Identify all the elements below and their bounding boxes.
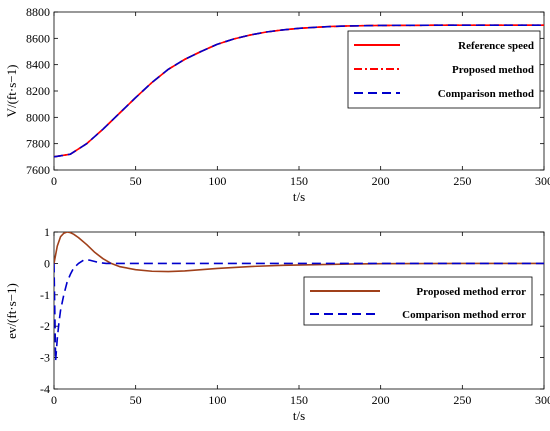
y-tick-label: 8200 bbox=[26, 84, 50, 98]
series-line-3 bbox=[54, 24, 544, 158]
x-tick-label: 300 bbox=[535, 174, 550, 188]
chart-panel-1: 0 50 100 150 200 250 300 7600 7800 8000 8200 8400 86… bbox=[4, 5, 550, 204]
y-axis-label: ev/(ft·s−1) bbox=[4, 283, 19, 339]
x-tick-label: 0 bbox=[51, 393, 57, 407]
x-tick-label: 250 bbox=[453, 174, 471, 188]
x-tick-label: 300 bbox=[535, 393, 550, 407]
series-group bbox=[54, 24, 544, 158]
legend: Reference speed Proposed method Comparison… bbox=[347, 30, 541, 109]
legend-label-3: Comparison method bbox=[438, 88, 534, 100]
legend-label-2: Comparison method error bbox=[402, 309, 526, 321]
x-tick-label: 150 bbox=[290, 174, 308, 188]
y-tick-label: 8400 bbox=[26, 58, 50, 72]
legend-label-2: Proposed method bbox=[452, 64, 534, 76]
y-tick-label: -2 bbox=[40, 319, 50, 333]
x-tick-label: 100 bbox=[208, 393, 226, 407]
y-tick-label: 1 bbox=[44, 225, 50, 239]
chart-panel-2: 0 50 100 150 200 250 300 -4 -3 -2 -1 0 1 t/s ev/(ft·s−… bbox=[4, 225, 550, 423]
x-axis-label: t/s bbox=[293, 408, 305, 423]
y-tick-label: -4 bbox=[40, 382, 50, 396]
y-tick-label: 7800 bbox=[26, 137, 50, 151]
x-tick-label: 100 bbox=[208, 174, 226, 188]
legend-label-1: Reference speed bbox=[458, 40, 534, 52]
legend-box bbox=[347, 30, 541, 109]
legend-label-1: Proposed method error bbox=[416, 286, 526, 298]
x-tick-label: 250 bbox=[453, 393, 471, 407]
y-tick-label: -3 bbox=[40, 351, 50, 365]
y-tick-label: -1 bbox=[40, 288, 50, 302]
y-axis-label: V/(ft·s−1) bbox=[4, 65, 19, 118]
series-line-1 bbox=[54, 232, 544, 273]
x-tick-label: 200 bbox=[372, 393, 390, 407]
y-tick-label: 8000 bbox=[26, 110, 50, 124]
x-tick-label: 0 bbox=[51, 174, 57, 188]
y-tick-label: 7600 bbox=[26, 163, 50, 177]
legend: Proposed method error Comparison method e… bbox=[303, 276, 533, 326]
series-group bbox=[54, 232, 544, 362]
x-tick-label: 50 bbox=[130, 393, 142, 407]
x-tick-label: 50 bbox=[130, 174, 142, 188]
x-tick-label: 150 bbox=[290, 393, 308, 407]
y-tick-label: 8600 bbox=[26, 31, 50, 45]
y-tick-label: 0 bbox=[44, 256, 50, 270]
y-tick-label: 8800 bbox=[26, 5, 50, 19]
x-axis-label: t/s bbox=[293, 189, 305, 204]
legend-box bbox=[303, 276, 533, 326]
x-tick-label: 200 bbox=[372, 174, 390, 188]
